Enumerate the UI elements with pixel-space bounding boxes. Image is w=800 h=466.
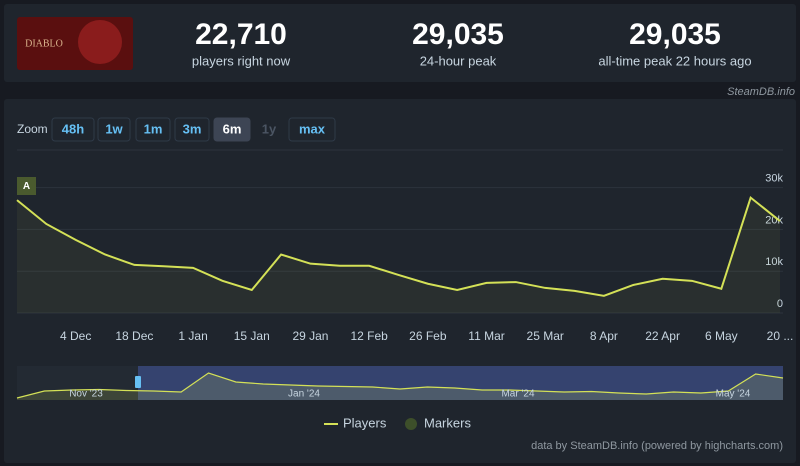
x-tick-label: 12 Feb bbox=[350, 329, 388, 343]
navigator-label: Nov '23 bbox=[69, 389, 103, 400]
zoom-button-label[interactable]: 48h bbox=[62, 121, 84, 136]
stats-panel bbox=[4, 4, 796, 82]
legend-marker bbox=[405, 418, 417, 430]
zoom-button-label[interactable]: 3m bbox=[183, 121, 202, 136]
x-tick-label: 20 ... bbox=[767, 329, 794, 343]
game-image-art bbox=[78, 20, 122, 64]
zoom-button[interactable] bbox=[51, 117, 95, 142]
source-label: SteamDB.info bbox=[727, 86, 795, 98]
zoom-button[interactable] bbox=[135, 117, 171, 142]
y-tick-label: 30k bbox=[765, 173, 783, 185]
navigator-label: May '24 bbox=[716, 389, 751, 400]
y-tick-label: 20k bbox=[765, 214, 783, 226]
zoom-button-label[interactable]: 1m bbox=[144, 121, 163, 136]
x-tick-label: 11 Mar bbox=[468, 329, 504, 343]
x-tick-label: 4 Dec bbox=[60, 329, 91, 343]
y-tick-label: 0 bbox=[777, 298, 783, 310]
zoom-button-label[interactable]: max bbox=[299, 121, 326, 136]
zoom-button[interactable] bbox=[97, 117, 131, 142]
navigator-label: Jan '24 bbox=[288, 389, 320, 400]
x-tick-label: 22 Apr bbox=[645, 329, 680, 343]
zoom-button[interactable] bbox=[288, 117, 336, 142]
credit: data by SteamDB.info (powered by highcha… bbox=[531, 440, 783, 452]
x-tick-label: 18 Dec bbox=[115, 329, 153, 343]
navigator-label: Mar '24 bbox=[501, 389, 534, 400]
stat-label: players right now bbox=[192, 53, 291, 68]
legend-label[interactable]: Markers bbox=[424, 415, 471, 430]
navigator-area bbox=[17, 373, 783, 400]
x-tick-label: 15 Jan bbox=[234, 329, 270, 343]
navigator-line bbox=[16, 372, 784, 399]
x-tick-label: 26 Feb bbox=[409, 329, 447, 343]
zoom-button-label: 1y bbox=[262, 121, 277, 136]
x-tick-label: 1 Jan bbox=[178, 329, 207, 343]
stat-label: 24-hour peak bbox=[420, 53, 497, 68]
zoom-label: Zoom bbox=[17, 122, 48, 136]
game-logo: DIABLO bbox=[25, 38, 63, 49]
y-tick-label: 10k bbox=[765, 256, 783, 268]
zoom-button-label[interactable]: 6m bbox=[223, 121, 242, 136]
navigator-handle[interactable] bbox=[135, 376, 141, 388]
zoom-button-label[interactable]: 1w bbox=[105, 121, 123, 136]
legend-label[interactable]: Players bbox=[343, 415, 387, 430]
stat-value: 29,035 bbox=[412, 18, 504, 51]
x-tick-label: 6 May bbox=[705, 329, 738, 343]
stat-value: 22,710 bbox=[195, 18, 287, 51]
zoom-button[interactable] bbox=[213, 117, 251, 142]
x-tick-label: 25 Mar bbox=[527, 329, 564, 343]
x-tick-label: 29 Jan bbox=[292, 329, 328, 343]
area bbox=[17, 197, 780, 313]
marker-label: A bbox=[23, 181, 30, 192]
stat-label: all-time peak 22 hours ago bbox=[598, 53, 751, 68]
line bbox=[16, 195, 781, 297]
stat-value: 29,035 bbox=[629, 18, 721, 51]
x-tick-label: 8 Apr bbox=[590, 329, 618, 343]
zoom-button[interactable] bbox=[174, 117, 210, 142]
marker-flag bbox=[17, 177, 36, 195]
